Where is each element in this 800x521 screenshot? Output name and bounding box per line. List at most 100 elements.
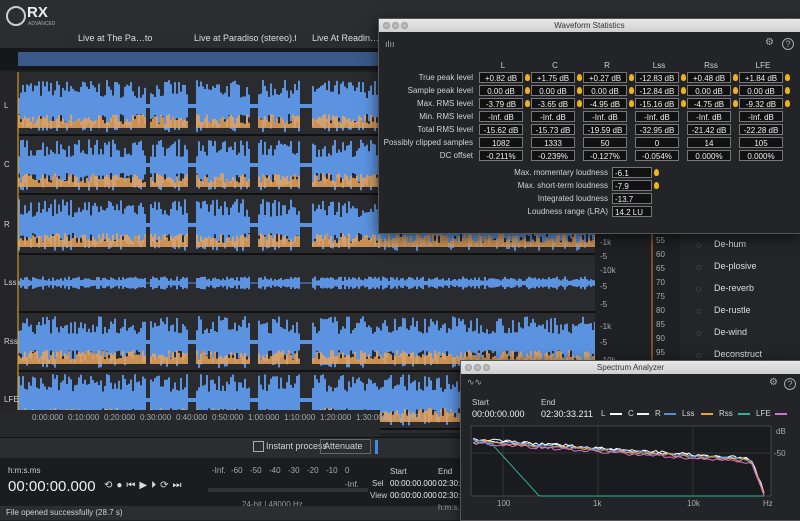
wave-column (30, 150, 32, 180)
module-item[interactable]: Deconstruct (714, 349, 763, 359)
wave-column (286, 90, 288, 122)
spectral-energy (138, 179, 140, 187)
wave-column (312, 278, 314, 288)
spectral-energy (82, 351, 84, 364)
peak-marker[interactable] (577, 87, 582, 94)
wave-column (318, 331, 320, 353)
wave-column (34, 333, 36, 351)
module-item[interactable]: De-reverb (714, 283, 755, 293)
peak-marker[interactable] (733, 74, 738, 81)
wave-column (192, 340, 194, 344)
wave-column (356, 208, 358, 242)
peak-marker[interactable] (525, 100, 530, 107)
help-button[interactable]: ? (784, 378, 796, 390)
help-button[interactable]: ? (782, 38, 794, 50)
peak-marker[interactable] (525, 87, 530, 94)
module-item[interactable]: De-plosive (714, 261, 757, 271)
spectral-energy (74, 359, 76, 364)
zoom-button[interactable] (401, 22, 408, 29)
wave-column (372, 143, 374, 187)
module-item[interactable]: De-wind (714, 327, 748, 337)
spectral-energy (434, 240, 436, 247)
peak-marker[interactable] (629, 74, 634, 81)
close-button[interactable] (465, 364, 472, 371)
wave-column (286, 278, 288, 288)
peak-marker[interactable] (577, 100, 582, 107)
minimize-button[interactable] (392, 22, 399, 29)
peak-marker[interactable] (681, 74, 686, 81)
wave-column (310, 398, 312, 402)
wave-column (492, 330, 494, 354)
wave-column (18, 330, 20, 354)
close-button[interactable] (383, 22, 390, 29)
wave-column (256, 340, 258, 344)
wave-column (70, 156, 72, 174)
wave-column (56, 141, 58, 189)
wave-column (132, 143, 134, 187)
peak-marker[interactable] (785, 100, 790, 107)
peak-marker[interactable] (629, 100, 634, 107)
wave-column (26, 84, 28, 128)
settings-button[interactable]: ⚙ (765, 37, 774, 48)
wave-column (76, 212, 78, 238)
wave-column (260, 384, 262, 416)
wave-column (162, 147, 164, 183)
wave-column (582, 278, 584, 288)
wave-column (392, 277, 394, 289)
peak-marker[interactable] (525, 74, 530, 81)
wave-column (220, 280, 222, 286)
peak-marker[interactable] (785, 87, 790, 94)
meter-tick: -10 (326, 466, 338, 475)
peak-marker[interactable] (629, 87, 634, 94)
peak-marker[interactable] (733, 87, 738, 94)
spectral-energy (112, 114, 114, 128)
wave-column (82, 150, 84, 180)
spectral-energy (576, 242, 578, 247)
instant-process-checkbox[interactable] (253, 441, 264, 452)
spectral-energy (474, 240, 476, 247)
peak-marker[interactable] (681, 100, 686, 107)
spectral-energy (214, 118, 216, 128)
peak-marker[interactable] (733, 100, 738, 107)
wave-column (448, 278, 450, 288)
spectral-energy (264, 357, 266, 364)
spectral-energy (242, 122, 244, 128)
wave-column (294, 207, 296, 243)
wave-column (414, 380, 416, 420)
spectral-energy (292, 114, 294, 128)
spectral-energy (138, 354, 140, 364)
settings-button[interactable]: ⚙ (769, 377, 778, 388)
spectral-energy (122, 351, 124, 364)
spectral-energy (450, 354, 452, 364)
zoom-button[interactable] (483, 364, 490, 371)
wave-column (40, 378, 42, 422)
wave-column (26, 140, 28, 190)
wave-column (342, 205, 344, 245)
minimize-button[interactable] (474, 364, 481, 371)
module-item[interactable]: De-hum (714, 239, 747, 249)
spectral-energy (400, 353, 402, 364)
peak-marker[interactable] (785, 74, 790, 81)
file-tab[interactable]: Live at The Pa…to FLAC).flac (62, 28, 193, 63)
peak-marker[interactable] (577, 74, 582, 81)
wave-column (590, 279, 592, 287)
wave-column (186, 277, 188, 289)
wave-column (34, 155, 36, 175)
wave-column (226, 276, 228, 290)
wave-column (196, 80, 198, 132)
peak-marker[interactable] (654, 169, 659, 176)
wave-column (216, 332, 218, 352)
mode-select[interactable]: Attenuate (320, 439, 371, 454)
peak-marker[interactable] (681, 87, 686, 94)
spectral-energy (368, 123, 370, 128)
wave-column (256, 282, 258, 284)
transport-buttons[interactable]: ⟲●⏮▶⏵⟳⏭ (104, 480, 186, 491)
wave-column (44, 386, 46, 414)
file-tab[interactable]: Live at Paradiso (stereo).flac (178, 28, 311, 48)
peak-marker[interactable] (654, 182, 659, 189)
spectral-energy (172, 237, 174, 247)
legend-label: Lss (682, 409, 695, 418)
module-item[interactable]: De-rustle (714, 305, 751, 315)
wave-column (78, 276, 80, 290)
spectral-energy (322, 115, 324, 128)
